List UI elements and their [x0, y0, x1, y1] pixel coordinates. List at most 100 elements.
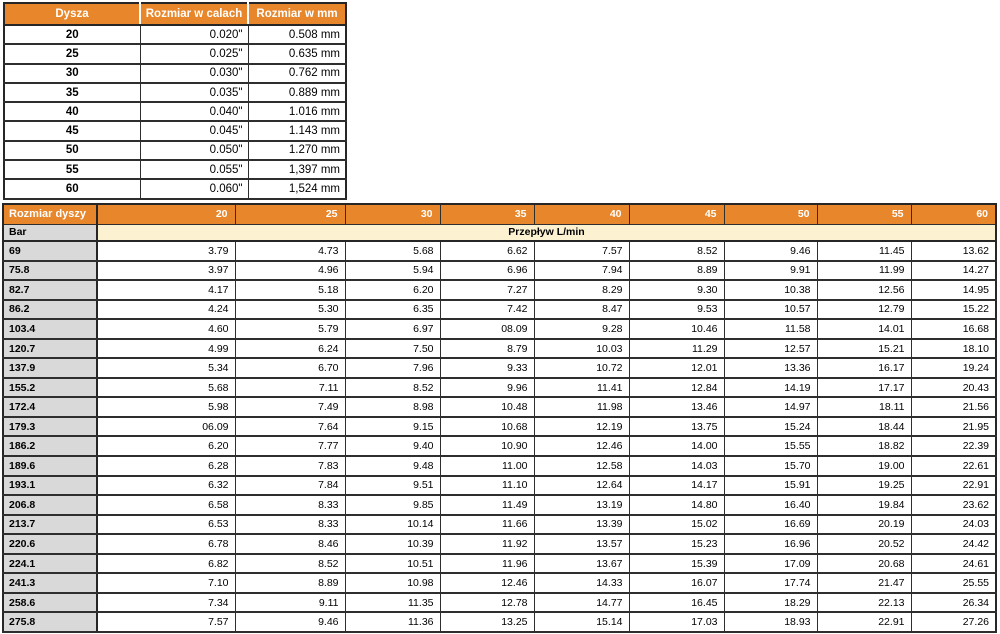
- flow-value-cell: 15.23: [628, 533, 725, 555]
- flow-value-cell: 15.24: [723, 415, 818, 438]
- nozzle-table-row: 25 0.025" 0.635 mm: [3, 43, 347, 65]
- flow-value-cell: 6.96: [439, 259, 535, 282]
- flow-table-row: 103.4 4.60 5.79 6.97 08.09 9.28 10.46 11.58 14.0…: [2, 318, 997, 340]
- nozzle-number-cell: 20: [3, 23, 141, 46]
- flow-value-cell: 7.94: [533, 259, 630, 282]
- flow-value-cell: 8.46: [234, 533, 346, 555]
- flow-value-cell: 4.24: [96, 298, 236, 321]
- flow-table-header-row: Rozmiar dyszy 20 25 30 35 40 45 50 55 60: [2, 203, 997, 225]
- nozzle-number-cell: 60: [3, 178, 141, 200]
- flow-value-cell: 14.97: [723, 396, 818, 418]
- size-mm-cell: 0.889 mm: [247, 81, 347, 104]
- nozzle-size-column-header: 60: [910, 203, 997, 225]
- flow-table-row: 189.6 6.28 7.83 9.48 11.00 12.58 14.03 15.70 19.…: [2, 455, 997, 477]
- flow-value-cell: 12.01: [628, 357, 725, 379]
- flow-value-cell: 4.60: [96, 318, 236, 340]
- flow-value-cell: 8.89: [234, 572, 346, 594]
- flow-value-cell: 11.66: [439, 513, 535, 536]
- flow-value-cell: 5.18: [234, 279, 346, 301]
- flow-value-cell: 7.10: [96, 572, 236, 594]
- size-inches-cell: 0.045": [139, 120, 249, 142]
- size-mm-cell: 1.143 mm: [247, 120, 347, 142]
- flow-value-cell: 6.20: [96, 435, 236, 457]
- flow-value-cell: 6.32: [96, 474, 236, 497]
- nozzle-number-cell: 35: [3, 81, 141, 104]
- nozzle-size-column-header: 45: [628, 203, 725, 225]
- flow-table-row: 120.7 4.99 6.24 7.50 8.79 10.03 11.29 12.57 15.2…: [2, 337, 997, 360]
- flow-value-cell: 13.39: [533, 513, 630, 536]
- nozzle-table-row: 55 0.055" 1,397 mm: [3, 159, 347, 181]
- flow-value-cell: 5.98: [96, 396, 236, 418]
- flow-value-cell: 20.52: [816, 533, 912, 555]
- size-inches-cell: 0.055": [139, 159, 249, 181]
- flow-value-cell: 15.14: [533, 611, 630, 633]
- flow-value-cell: 26.34: [910, 591, 997, 614]
- flow-value-cell: 13.19: [533, 494, 630, 516]
- flow-value-cell: 9.15: [344, 415, 441, 438]
- flow-value-cell: 16.40: [723, 494, 818, 516]
- size-mm-cell: 0.635 mm: [247, 43, 347, 65]
- nozzle-table-row: 30 0.030" 0.762 mm: [3, 62, 347, 84]
- flow-value-cell: 11.45: [816, 240, 912, 262]
- flow-value-cell: 7.77: [234, 435, 346, 457]
- bar-value-cell: 179.3: [2, 415, 98, 438]
- flow-value-cell: 17.74: [723, 572, 818, 594]
- flow-value-cell: 5.94: [344, 259, 441, 282]
- flow-value-cell: 11.49: [439, 494, 535, 516]
- flow-value-cell: 14.03: [628, 455, 725, 477]
- flow-value-cell: 7.50: [344, 337, 441, 360]
- flow-value-cell: 24.42: [910, 533, 997, 555]
- flow-value-cell: 6.53: [96, 513, 236, 536]
- flow-value-cell: 22.91: [816, 611, 912, 633]
- bar-value-cell: 103.4: [2, 318, 98, 340]
- bar-value-cell: 86.2: [2, 298, 98, 321]
- nozzle-number-cell: 40: [3, 101, 141, 123]
- flow-table-row: 275.8 7.57 9.46 11.36 13.25 15.14 17.03 18.93 22…: [2, 611, 997, 633]
- flow-subheader-row: Bar Przepływ L/min: [2, 223, 997, 242]
- flow-value-cell: 5.68: [96, 376, 236, 399]
- flow-value-cell: 7.11: [234, 376, 346, 399]
- flow-value-cell: 6.97: [344, 318, 441, 340]
- flow-value-cell: 12.46: [533, 435, 630, 457]
- flow-value-cell: 9.53: [628, 298, 725, 321]
- flow-value-cell: 7.96: [344, 357, 441, 379]
- flow-value-cell: 19.84: [816, 494, 912, 516]
- flow-table-row: 82.7 4.17 5.18 6.20 7.27 8.29 9.30 10.38 12.56 14…: [2, 279, 997, 301]
- flow-value-cell: 12.19: [533, 415, 630, 438]
- flow-value-cell: 8.47: [533, 298, 630, 321]
- size-inches-cell: 0.030": [139, 62, 249, 84]
- size-mm-cell: 1.016 mm: [247, 101, 347, 123]
- flow-value-cell: 5.30: [234, 298, 346, 321]
- flow-table-row: 213.7 6.53 8.33 10.14 11.66 13.39 15.02 16.69 20…: [2, 513, 997, 536]
- bar-value-cell: 220.6: [2, 533, 98, 555]
- flow-value-cell: 10.48: [439, 396, 535, 418]
- flow-value-cell: 6.70: [234, 357, 346, 379]
- flow-value-cell: 15.91: [723, 474, 818, 497]
- flow-corner-header: Rozmiar dyszy: [2, 203, 98, 225]
- flow-unit-label: Przepływ L/min: [96, 223, 997, 242]
- bar-value-cell: 258.6: [2, 591, 98, 614]
- nozzle-column-header: Rozmiar w calach: [139, 3, 248, 26]
- bar-value-cell: 189.6: [2, 455, 98, 477]
- flow-value-cell: 10.90: [439, 435, 535, 457]
- flow-value-cell: 10.38: [723, 279, 818, 301]
- flow-value-cell: 9.33: [439, 357, 535, 379]
- flow-value-cell: 21.95: [910, 415, 997, 438]
- size-inches-cell: 0.060": [139, 178, 249, 200]
- flow-value-cell: 14.00: [628, 435, 725, 457]
- nozzle-table-row: 20 0.020" 0.508 mm: [3, 23, 347, 46]
- flow-value-cell: 11.10: [439, 474, 535, 497]
- flow-value-cell: 15.55: [723, 435, 818, 457]
- size-inches-cell: 0.040": [139, 101, 249, 123]
- flow-table-row: 224.1 6.82 8.52 10.51 11.96 13.67 15.39 17.09 20…: [2, 552, 997, 575]
- flow-value-cell: 13.67: [533, 552, 630, 575]
- flow-value-cell: 8.33: [234, 513, 346, 536]
- flow-value-cell: 4.73: [234, 240, 346, 262]
- nozzle-number-cell: 55: [3, 159, 141, 181]
- nozzle-table-row: 45 0.045" 1.143 mm: [3, 120, 347, 142]
- flow-value-cell: 14.19: [723, 376, 818, 399]
- flow-value-cell: 13.25: [439, 611, 535, 633]
- flow-value-cell: 14.17: [628, 474, 725, 497]
- flow-value-cell: 15.22: [910, 298, 997, 321]
